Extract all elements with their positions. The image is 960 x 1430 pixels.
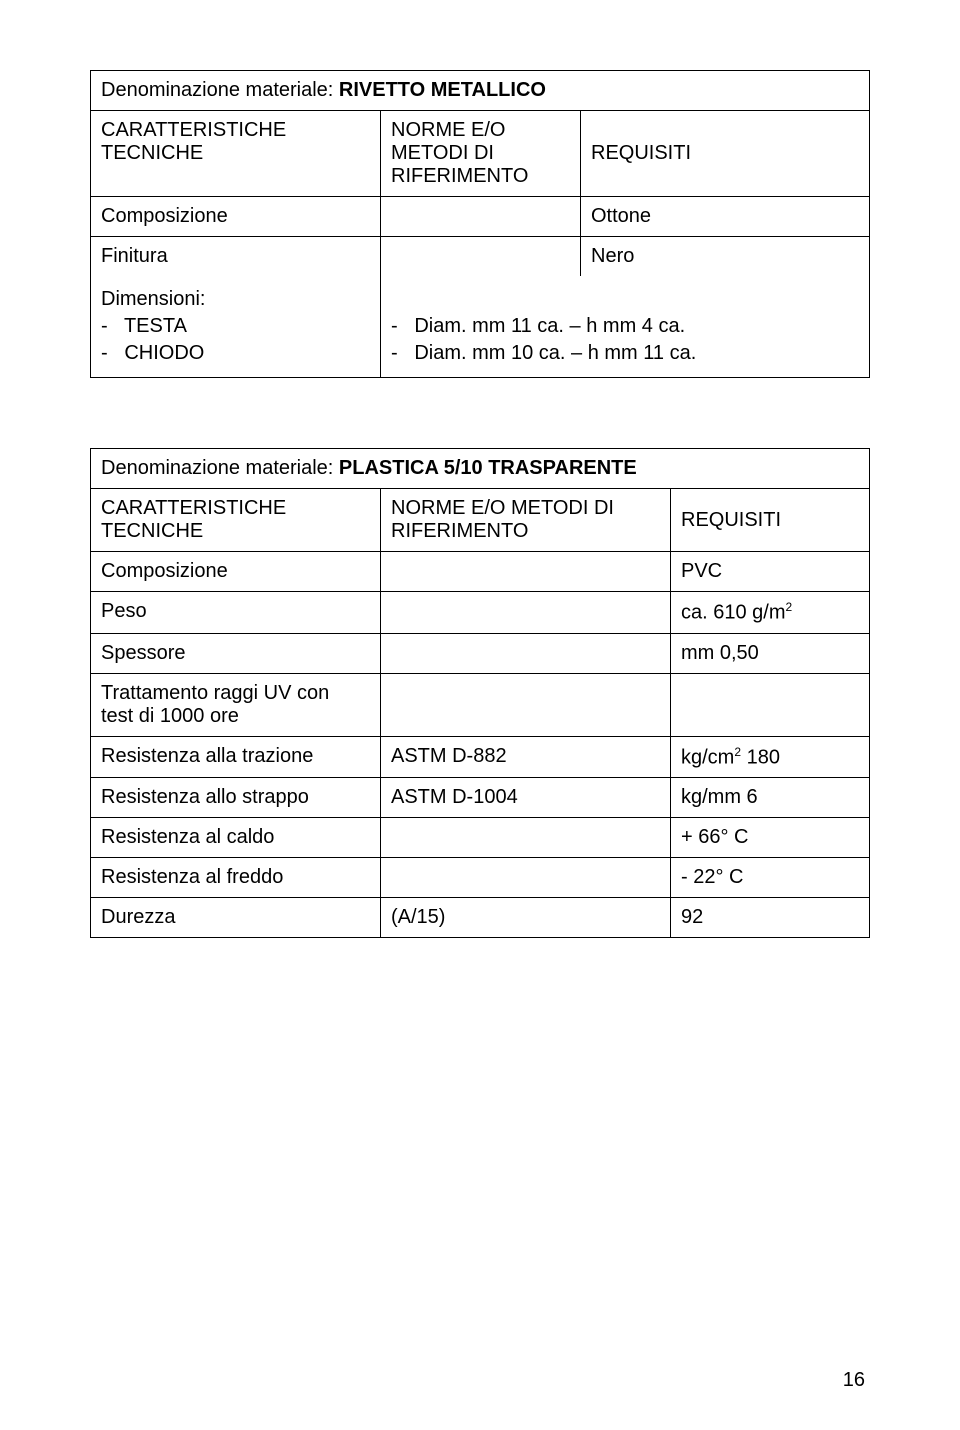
cell: Trattamento raggi UV con test di 1000 or…: [91, 674, 381, 736]
cell: Resistenza alla trazione: [91, 737, 381, 778]
cell: (A/15): [381, 898, 671, 937]
cell: Spessore: [91, 634, 381, 673]
cell: + 66° C: [671, 818, 869, 857]
cell: Resistenza al caldo: [91, 818, 381, 857]
hdr-col1-l2: TECNICHE: [101, 520, 370, 543]
table-row: Composizione PVC: [91, 552, 869, 592]
title-name: RIVETTO METALLICO: [339, 79, 546, 101]
cell: ca. 610 g/m2: [671, 592, 869, 633]
cell: [381, 552, 671, 591]
cell: Composizione: [91, 552, 381, 591]
table1-title: Denominazione materiale: RIVETTO METALLI…: [91, 71, 869, 111]
cell: [381, 674, 671, 736]
page-number: 16: [843, 1369, 865, 1392]
cell: Peso: [91, 592, 381, 633]
cell: ASTM D-882: [381, 737, 671, 778]
table-row: Finitura Nero: [91, 237, 869, 276]
hdr-col2: NORME E/O METODI DI RIFERIMENTO: [381, 489, 671, 551]
table-plastica: Denominazione materiale: PLASTICA 5/10 T…: [90, 448, 870, 938]
dimensioni-left: Dimensioni: - TESTA - CHIODO: [91, 276, 381, 377]
table-row: Resistenza alla trazioneASTM D-882kg/cm2…: [91, 737, 869, 779]
dimensioni-right: - Diam. mm 11 ca. – h mm 4 ca. - Diam. m…: [381, 276, 869, 377]
hdr-col2-l1: NORME E/O METODI DI: [391, 497, 660, 520]
hdr-col3-text: REQUISITI: [591, 142, 691, 165]
cell: [381, 858, 671, 897]
cell: Composizione: [91, 197, 381, 236]
hdr-col1-l2: TECNICHE: [101, 142, 370, 165]
hdr-col1-l1: CARATTERISTICHE: [101, 497, 370, 520]
table-row: Spessore mm 0,50: [91, 634, 869, 674]
cell: [381, 237, 581, 276]
table-rivetto: Denominazione materiale: RIVETTO METALLI…: [90, 70, 870, 378]
hdr-col1-l1: CARATTERISTICHE: [101, 119, 370, 142]
cell: [381, 634, 671, 673]
cell: [671, 674, 869, 736]
table-row: Trattamento raggi UV con test di 1000 or…: [91, 674, 869, 737]
hdr-col3: REQUISITI: [671, 489, 869, 551]
cell: mm 0,50: [671, 634, 869, 673]
cell: Durezza: [91, 898, 381, 937]
hdr-col3: REQUISITI: [581, 111, 869, 196]
title-name: PLASTICA 5/10 TRASPARENTE: [339, 457, 637, 479]
cell: Finitura: [91, 237, 381, 276]
table-row: Durezza (A/15)92: [91, 898, 869, 937]
hdr-col2-l3: RIFERIMENTO: [391, 165, 570, 188]
cell: Ottone: [581, 197, 869, 236]
table-row: Resistenza al caldo + 66° C: [91, 818, 869, 858]
hdr-col2-l1: NORME E/O: [391, 119, 570, 142]
hdr-col2: NORME E/O METODI DI RIFERIMENTO: [381, 111, 581, 196]
cell: kg/cm2 180: [671, 737, 869, 778]
dim-item: - CHIODO: [101, 340, 370, 367]
cell: Resistenza allo strappo: [91, 778, 381, 817]
hdr-col1: CARATTERISTICHE TECNICHE: [91, 489, 381, 551]
hdr-col2-l2: RIFERIMENTO: [391, 520, 660, 543]
cell: Resistenza al freddo: [91, 858, 381, 897]
dim-spacer: [391, 286, 859, 313]
cell: Nero: [581, 237, 869, 276]
dim-value: - Diam. mm 11 ca. – h mm 4 ca.: [391, 313, 859, 340]
cell: ASTM D-1004: [381, 778, 671, 817]
table-row: Resistenza al freddo - 22° C: [91, 858, 869, 898]
table-row: Composizione Ottone: [91, 197, 869, 237]
table-row: Peso ca. 610 g/m2: [91, 592, 869, 634]
hdr-col3-text: REQUISITI: [681, 509, 781, 532]
table-row: Resistenza allo strappoASTM D-1004kg/mm …: [91, 778, 869, 818]
dimensioni-label: Dimensioni:: [101, 286, 370, 313]
dimensioni-row: Dimensioni: - TESTA - CHIODO - Diam. mm …: [91, 276, 869, 377]
cell: PVC: [671, 552, 869, 591]
dim-item: - TESTA: [101, 313, 370, 340]
cell: 92: [671, 898, 869, 937]
cell: [381, 592, 671, 633]
title-prefix: Denominazione materiale:: [101, 79, 339, 101]
title-prefix: Denominazione materiale:: [101, 457, 339, 479]
cell: [381, 197, 581, 236]
cell: - 22° C: [671, 858, 869, 897]
table2-header: CARATTERISTICHE TECNICHE NORME E/O METOD…: [91, 489, 869, 552]
hdr-col2-l2: METODI DI: [391, 142, 570, 165]
table2-title: Denominazione materiale: PLASTICA 5/10 T…: [91, 449, 869, 489]
cell: kg/mm 6: [671, 778, 869, 817]
dim-value: - Diam. mm 10 ca. – h mm 11 ca.: [391, 340, 859, 367]
cell: [381, 818, 671, 857]
hdr-col1: CARATTERISTICHE TECNICHE: [91, 111, 381, 196]
table1-header: CARATTERISTICHE TECNICHE NORME E/O METOD…: [91, 111, 869, 197]
